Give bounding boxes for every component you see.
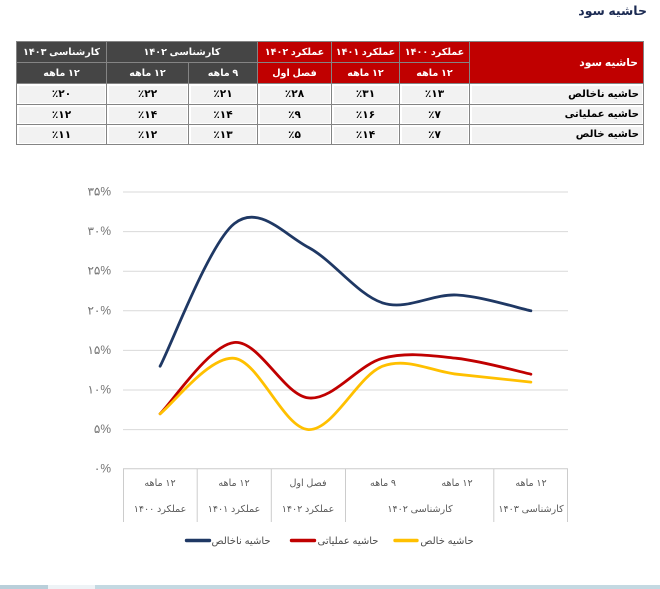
svg-text:۳۵%: ۳۵% <box>87 185 111 199</box>
svg-text:حاشیه ناخالص: حاشیه ناخالص <box>211 536 270 547</box>
svg-text:عملکرد ۱۴۰۲: عملکرد ۱۴۰۲ <box>282 504 335 515</box>
svg-text:عملکرد ۱۴۰۱: عملکرد ۱۴۰۱ <box>208 504 261 515</box>
svg-text:۵%: ۵% <box>94 422 111 436</box>
svg-text:عملکرد ۱۴۰۰: عملکرد ۱۴۰۰ <box>134 504 187 515</box>
svg-text:۱۲ ماهه: ۱۲ ماهه <box>144 478 175 489</box>
svg-text:۱۵%: ۱۵% <box>87 343 111 357</box>
svg-text:فصل اول: فصل اول <box>289 478 326 489</box>
svg-text:۹ ماهه: ۹ ماهه <box>370 478 396 489</box>
svg-text:حاشیه عملیاتی: حاشیه عملیاتی <box>317 536 378 547</box>
svg-text:۱۲ ماهه: ۱۲ ماهه <box>441 478 472 489</box>
svg-text:کارشناسی ۱۴۰۳: کارشناسی ۱۴۰۳ <box>498 504 564 515</box>
svg-text:۳۰%: ۳۰% <box>87 224 111 238</box>
svg-text:کارشناسی ۱۴۰۲: کارشناسی ۱۴۰۲ <box>387 504 453 515</box>
svg-text:۱۲ ماهه: ۱۲ ماهه <box>515 478 546 489</box>
svg-text:۱۲ ماهه: ۱۲ ماهه <box>218 478 249 489</box>
svg-text:۲۰%: ۲۰% <box>87 303 111 317</box>
svg-text:۲۵%: ۲۵% <box>87 264 111 278</box>
svg-text:حاشیه خالص: حاشیه خالص <box>420 536 473 547</box>
svg-text:۰%: ۰% <box>94 462 111 476</box>
svg-text:۱۰%: ۱۰% <box>87 383 111 397</box>
